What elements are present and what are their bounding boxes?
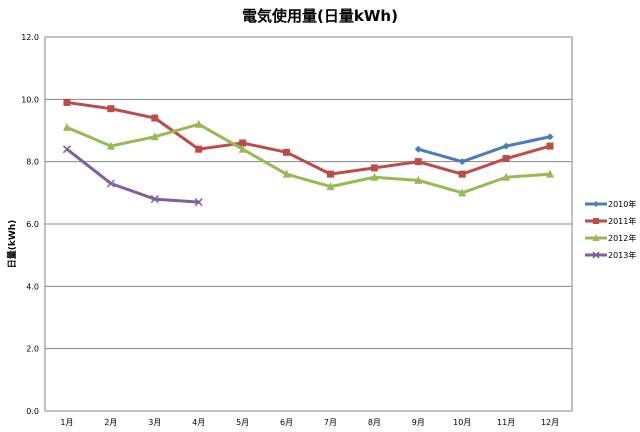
x-tick-label: 5月 xyxy=(236,418,249,427)
data-point xyxy=(151,114,159,122)
legend-label: 2010年 xyxy=(608,199,636,209)
legend-item: 2012年 xyxy=(585,233,636,243)
x-tick-label: 2月 xyxy=(104,418,117,427)
series-line xyxy=(65,122,552,195)
data-point xyxy=(502,172,511,181)
data-point xyxy=(414,158,422,166)
data-point xyxy=(593,218,599,224)
data-point xyxy=(195,145,203,153)
y-tick-label: 2.0 xyxy=(26,345,39,354)
plot-area-border xyxy=(44,36,573,412)
data-point xyxy=(107,105,115,113)
data-point xyxy=(458,188,467,197)
x-tick-label: 8月 xyxy=(368,418,381,427)
legend-item: 2013年 xyxy=(585,250,636,260)
data-point xyxy=(239,139,247,147)
data-point xyxy=(546,169,555,178)
data-point xyxy=(458,170,466,178)
data-point xyxy=(106,179,115,188)
legend-label: 2013年 xyxy=(608,250,636,260)
data-point xyxy=(592,251,600,259)
data-point xyxy=(283,148,291,156)
data-point xyxy=(546,133,554,141)
x-axis-ticks: 1月 2月 3月 4月 5月 6月 7月 8月 9月 10月 11月 12月 xyxy=(60,418,559,427)
y-tick-label: 12.0 xyxy=(21,33,39,42)
legend-item: 2010年 xyxy=(585,199,636,209)
data-point xyxy=(194,119,203,128)
x-tick-label: 9月 xyxy=(412,418,425,427)
data-point xyxy=(326,170,334,178)
data-point xyxy=(106,141,115,150)
data-point xyxy=(282,169,291,178)
data-point xyxy=(370,172,379,181)
grid-lines xyxy=(45,98,572,350)
data-point xyxy=(502,155,510,163)
x-tick-label: 6月 xyxy=(280,418,293,427)
x-tick-label: 10月 xyxy=(453,418,471,427)
data-point xyxy=(150,195,159,204)
y-tick-label: 10.0 xyxy=(21,95,39,104)
series-2012年 xyxy=(62,119,555,197)
data-point xyxy=(150,132,159,141)
x-tick-label: 11月 xyxy=(497,418,515,427)
legend: 2010年 2011年 2012年 2013年 xyxy=(585,199,636,260)
data-point xyxy=(414,175,423,184)
data-point xyxy=(592,234,600,241)
legend-item: 2011年 xyxy=(585,216,636,226)
data-point xyxy=(370,164,378,172)
data-point xyxy=(63,98,71,106)
data-point xyxy=(458,158,466,166)
legend-label: 2012年 xyxy=(608,233,636,243)
series-group xyxy=(62,98,555,207)
data-point xyxy=(326,182,335,191)
data-point xyxy=(502,142,510,150)
series-2011年 xyxy=(63,98,554,178)
x-tick-label: 1月 xyxy=(60,418,73,427)
x-tick-label: 4月 xyxy=(192,418,205,427)
data-point xyxy=(238,144,247,153)
data-point xyxy=(62,145,71,154)
series-line xyxy=(416,135,552,164)
x-tick-label: 12月 xyxy=(541,418,559,427)
chart-title: 電気使用量(日量kWh) xyxy=(242,7,398,25)
series-2013年 xyxy=(62,145,203,207)
series-line xyxy=(65,147,201,204)
series-line xyxy=(65,100,552,176)
data-point xyxy=(546,142,554,150)
data-point xyxy=(593,201,599,207)
y-tick-label: 0.0 xyxy=(26,407,39,416)
legend-label: 2011年 xyxy=(608,216,636,226)
y-tick-label: 4.0 xyxy=(26,282,39,291)
y-axis-label: 日量(kWh) xyxy=(6,220,18,269)
data-point xyxy=(194,198,203,207)
y-axis-ticks: 0.0 2.0 4.0 6.0 8.0 10.0 12.0 xyxy=(21,33,39,416)
data-point xyxy=(62,122,71,131)
y-tick-label: 6.0 xyxy=(26,220,39,229)
x-tick-label: 7月 xyxy=(324,418,337,427)
x-tick-label: 3月 xyxy=(148,418,161,427)
series-2010年 xyxy=(414,133,554,166)
y-tick-label: 8.0 xyxy=(26,158,39,167)
data-point xyxy=(414,145,422,153)
